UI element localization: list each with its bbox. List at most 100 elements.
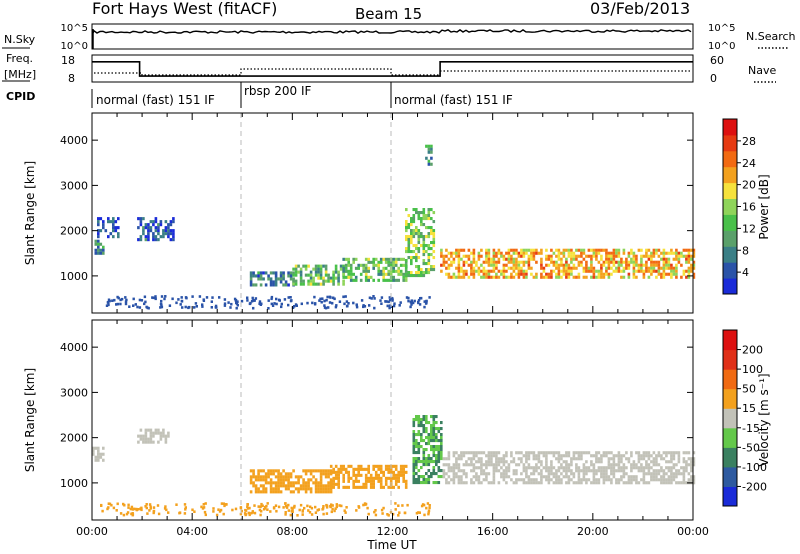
echo-cell-8 <box>615 248 618 252</box>
echo-cell-8 <box>630 251 633 255</box>
echo-cell-5 <box>560 481 563 485</box>
echo-cell-4 <box>312 279 315 283</box>
echo-cell-8 <box>675 254 678 258</box>
echo-cell-3 <box>344 467 348 471</box>
echo-cell-8 <box>577 275 581 279</box>
echo-cell-1 <box>142 440 145 444</box>
echo-cell-5 <box>570 478 573 482</box>
echo-cell-4 <box>319 270 323 274</box>
echo-cell-4 <box>314 267 318 271</box>
echo-cell-5 <box>447 451 451 455</box>
echo-cell-8 <box>632 263 636 267</box>
echo-cell-8 <box>607 251 611 255</box>
echo-cell-6 <box>415 244 418 248</box>
echo-cell-5 <box>352 257 355 261</box>
echo-cell-0 <box>97 446 100 450</box>
echo-cell-5 <box>387 260 390 264</box>
echo-cell-3 <box>329 464 333 468</box>
echo-cell-8 <box>590 248 593 252</box>
echo-cell-8 <box>442 257 446 261</box>
echo-cell-0 <box>99 248 103 252</box>
echo-cell-0 <box>97 248 100 252</box>
echo-cell-5 <box>497 463 501 467</box>
echo-cell-8 <box>512 266 516 270</box>
echo-cell-5 <box>622 463 626 467</box>
echo-cell-3 <box>337 470 340 474</box>
echo-cell-3 <box>387 470 390 474</box>
echo-cell-8 <box>632 275 636 279</box>
echo-cell-5 <box>507 469 511 473</box>
echo-cell-4 <box>337 282 340 286</box>
echo-cell-3 <box>389 470 393 474</box>
echo-cell-4 <box>329 276 333 280</box>
echo-cell-2 <box>302 487 305 491</box>
y-tick-label: 3000 <box>60 179 88 192</box>
ground-scatter-cell <box>280 302 283 306</box>
echo-cell-5 <box>542 454 546 458</box>
echo-cell-2 <box>327 487 330 491</box>
echo-cell-4 <box>430 445 433 449</box>
echo-cell-2 <box>147 223 150 227</box>
echo-cell-5 <box>662 475 666 479</box>
echo-cell-5 <box>477 451 481 455</box>
echo-cell-5 <box>617 478 621 482</box>
echo-cell-8 <box>522 254 526 258</box>
echo-cell-5 <box>677 451 681 455</box>
echo-cell-5 <box>379 257 383 261</box>
echo-cell-3 <box>392 470 395 474</box>
echo-cell-2 <box>287 481 290 485</box>
echo-cell-4 <box>304 273 308 277</box>
ground-scatter-cell <box>277 505 281 509</box>
ground-scatter-cell <box>143 302 146 306</box>
echo-cell-2 <box>289 490 293 494</box>
echo-cell-5 <box>344 266 348 270</box>
colorbar-segment <box>723 278 737 295</box>
echo-cell-5 <box>540 451 543 455</box>
echo-cell-8 <box>582 266 586 270</box>
echo-cell-6 <box>427 217 431 221</box>
echo-cell-4 <box>417 457 421 461</box>
ground-scatter-cell <box>223 504 226 508</box>
echo-cell-8 <box>585 260 588 264</box>
ground-scatter-cell <box>260 502 263 506</box>
echo-cell-5 <box>625 451 628 455</box>
echo-cell-8 <box>545 257 548 261</box>
echo-cell-4 <box>317 276 320 280</box>
ground-scatter-cell <box>338 504 341 507</box>
echo-cell-6 <box>412 208 416 212</box>
echo-cell-4 <box>440 475 443 479</box>
echo-cell-2 <box>272 490 275 494</box>
echo-cell-5 <box>630 475 633 479</box>
echo-cell-5 <box>585 469 588 473</box>
echo-cell-6 <box>415 208 418 212</box>
echo-cell-2 <box>169 220 173 224</box>
echo-cell-3 <box>357 473 360 477</box>
echo-cell-8 <box>495 263 498 267</box>
ground-scatter-cell <box>128 305 131 308</box>
echo-cell-5 <box>667 469 671 473</box>
echo-cell-8 <box>567 251 571 255</box>
ground-scatter-cell <box>370 297 373 300</box>
echo-cell-5 <box>565 481 568 485</box>
echo-cell-6 <box>410 259 413 263</box>
echo-cell-3 <box>332 476 335 480</box>
echo-cell-6 <box>415 274 418 278</box>
ground-scatter-cell <box>391 299 394 302</box>
ground-scatter-cell <box>344 511 347 514</box>
ground-scatter-cell <box>362 503 365 507</box>
echo-cell-8 <box>567 269 571 273</box>
echo-cell-2 <box>274 490 278 494</box>
echo-cell-2 <box>297 487 300 491</box>
echo-cell-5 <box>394 257 398 261</box>
ground-scatter-cell <box>325 512 329 515</box>
ground-scatter-cell <box>135 507 138 511</box>
echo-cell-5 <box>652 460 656 464</box>
echo-cell-2 <box>299 475 303 479</box>
ground-scatter-cell <box>253 504 256 507</box>
echo-cell-8 <box>640 257 643 261</box>
echo-cell-8 <box>565 248 568 252</box>
echo-cell-5 <box>505 466 508 470</box>
echo-cell-3 <box>337 476 340 480</box>
echo-cell-2 <box>292 484 295 488</box>
echo-cell-8 <box>522 272 526 276</box>
